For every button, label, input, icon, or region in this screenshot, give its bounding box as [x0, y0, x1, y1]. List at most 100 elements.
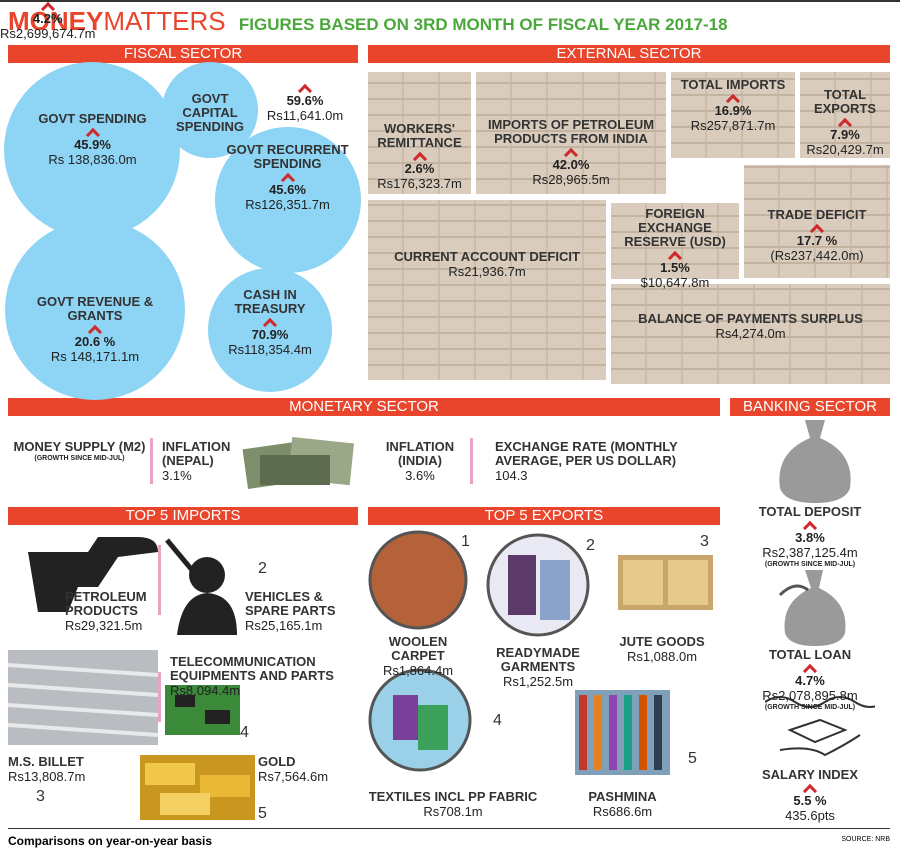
stat-label: GOVT RECURRENT SPENDING	[226, 142, 349, 171]
money-bag-icon	[779, 420, 851, 503]
circle	[215, 127, 361, 273]
stat-value: 104.3	[495, 468, 528, 483]
gold-image	[140, 755, 255, 820]
stat-change: 45.6%	[269, 182, 306, 197]
stone-block	[611, 284, 890, 384]
goods-block: M.S. BILLET Rs13,808.7m	[8, 754, 118, 785]
stat-block: TOTAL LOAN 4.7% Rs2,078,895.8m (GROWTH SINC…	[730, 648, 890, 712]
fuel-nozzle-image	[28, 537, 158, 612]
stat-value: 3.1%	[162, 468, 192, 483]
section-heading: TOP 5 EXPORTS	[368, 507, 720, 525]
circle	[208, 268, 332, 392]
stat-change: 2.6%	[404, 161, 435, 176]
rank: 4	[240, 724, 249, 741]
stat-value: Rs126,351.7m	[245, 197, 330, 212]
stat-value: Rs 138,836.0m	[48, 152, 137, 167]
stat-change: 4.2%	[32, 11, 63, 26]
stone-block	[671, 72, 795, 158]
section-heading: FISCAL SECTOR	[8, 45, 358, 63]
stat-value: Rs2,699,674.7m	[0, 26, 96, 41]
stat-value: 435.6pts	[785, 808, 835, 823]
stat-value: Rs4,274.0m	[715, 326, 786, 341]
separator	[150, 438, 153, 484]
goods-block: PASHMINA Rs686.6m	[555, 790, 690, 820]
goods-block: PETROLEUM PRODUCTS Rs29,321.5m	[65, 590, 165, 634]
stat-label: FOREIGN EXCHANGE RESERVE (USD)	[624, 206, 726, 249]
separator	[470, 438, 473, 484]
mechanic-image	[165, 538, 237, 635]
stone-block	[744, 165, 890, 278]
stat-change: 16.9%	[714, 103, 752, 118]
stat-change: 59.6%	[286, 93, 324, 108]
circle	[5, 220, 185, 400]
section-heading: MONETARY SECTOR	[8, 398, 720, 416]
stone-block	[611, 203, 739, 279]
rank: 1	[461, 533, 470, 550]
circuit-image	[165, 685, 240, 735]
stat-change: 5.5 %	[793, 793, 827, 808]
stat-block: 59.6% Rs11,641.0m	[250, 82, 360, 123]
rank: 5	[688, 750, 697, 767]
stat-label: BALANCE OF PAYMENTS SURPLUS	[638, 311, 863, 326]
stat-block: TRADE DEFICIT 17.7 % (Rs237,442.0m)	[744, 207, 890, 264]
stat-label: GOVT CAPITAL SPENDING	[176, 91, 244, 134]
rank: 5	[258, 805, 267, 822]
stat-label: TOTAL EXPORTS	[813, 87, 877, 116]
goods-block: JUTE GOODS Rs1,088.0m	[612, 635, 712, 665]
goods-value: Rs1,864.4m	[382, 663, 454, 678]
stat-label: SALARY INDEX	[761, 767, 859, 782]
goods-value: Rs29,321.5m	[65, 618, 143, 633]
stat-value: $10,647.8m	[640, 275, 710, 290]
stat-block: CURRENT ACCOUNT DEFICIT Rs21,936.7m	[368, 250, 606, 280]
section-heading: BANKING SECTOR	[730, 398, 890, 416]
circle	[4, 62, 180, 238]
stat-label: INFLATION (NEPAL)	[162, 439, 231, 468]
goods-name: M.S. BILLET	[8, 754, 84, 769]
stat-block: TOTAL IMPORTS 16.9% Rs257,871.7m	[671, 78, 795, 134]
stat-value: Rs257,871.7m	[690, 118, 776, 133]
stat-label: TOTAL LOAN	[768, 647, 852, 662]
export-images	[368, 530, 713, 775]
billet-image	[8, 650, 158, 745]
stat-block: SALARY INDEX 5.5 % 435.6pts	[730, 767, 890, 824]
stat-block: TOTAL EXPORTS 7.9% Rs20,429.7m	[800, 87, 890, 158]
stat-block: FOREIGN EXCHANGE RESERVE (USD) 1.5% $10,64…	[611, 206, 739, 291]
stat-value: 3.6%	[405, 468, 435, 483]
stat-value: Rs2,387,125.4m	[762, 545, 858, 560]
title-bold: MONEY	[8, 6, 104, 36]
goods-block: TELECOMMUNICATION EQUIPMENTS AND PARTS Rs…	[170, 655, 355, 699]
stat-change: 1.5%	[660, 260, 690, 275]
stat-label: TRADE DEFICIT	[767, 207, 867, 222]
stat-value: (Rs237,442.0m)	[770, 248, 864, 263]
stat-value: Rs28,965.5m	[532, 172, 610, 187]
stat-change: 45.9%	[74, 137, 111, 152]
stat-label: TOTAL DEPOSIT	[758, 504, 862, 519]
goods-block: WOOLEN CARPET Rs1,864.4m	[368, 634, 468, 679]
stone-block	[368, 72, 471, 194]
stat-value: Rs20,429.7m	[806, 142, 884, 157]
stone-block	[368, 200, 606, 380]
stat-block: GOVT CAPITAL SPENDING	[165, 92, 255, 134]
goods-block: VEHICLES & SPARE PARTS Rs25,165.1m	[245, 589, 360, 634]
stat-label: WORKERS' REMITTANCE	[377, 121, 462, 150]
goods-name: VEHICLES & SPARE PARTS	[245, 589, 336, 618]
goods-value: Rs7,564.6m	[258, 769, 329, 784]
goods-name: TEXTILES INCL PP FABRIC	[368, 789, 538, 804]
subtitle: FIGURES BASED ON 3RD MONTH OF FISCAL YEA…	[238, 15, 728, 34]
stat-block: 4.2% Rs2,699,674.7m	[0, 0, 95, 41]
separator	[158, 672, 161, 722]
title-light: MATTERS	[103, 6, 226, 36]
source: SOURCE: NRB	[841, 836, 890, 843]
goods-value: Rs1,252.5m	[502, 674, 574, 689]
stat-block: BALANCE OF PAYMENTS SURPLUS Rs4,274.0m	[611, 311, 890, 342]
goods-value: Rs13,808.7m	[8, 769, 86, 784]
stat-block: INFLATION (NEPAL) 3.1%	[162, 439, 237, 484]
separator	[158, 545, 161, 615]
footer-note: Comparisons on year-on-year basis	[8, 834, 213, 848]
stat-block: INFLATION (INDIA) 3.6%	[380, 440, 460, 484]
stat-label: CASH IN TREASURY	[234, 287, 306, 316]
stat-change: 3.8%	[795, 530, 825, 545]
goods-name: WOOLEN CARPET	[388, 634, 448, 663]
stat-label: MONEY SUPPLY (M2)	[13, 439, 146, 454]
